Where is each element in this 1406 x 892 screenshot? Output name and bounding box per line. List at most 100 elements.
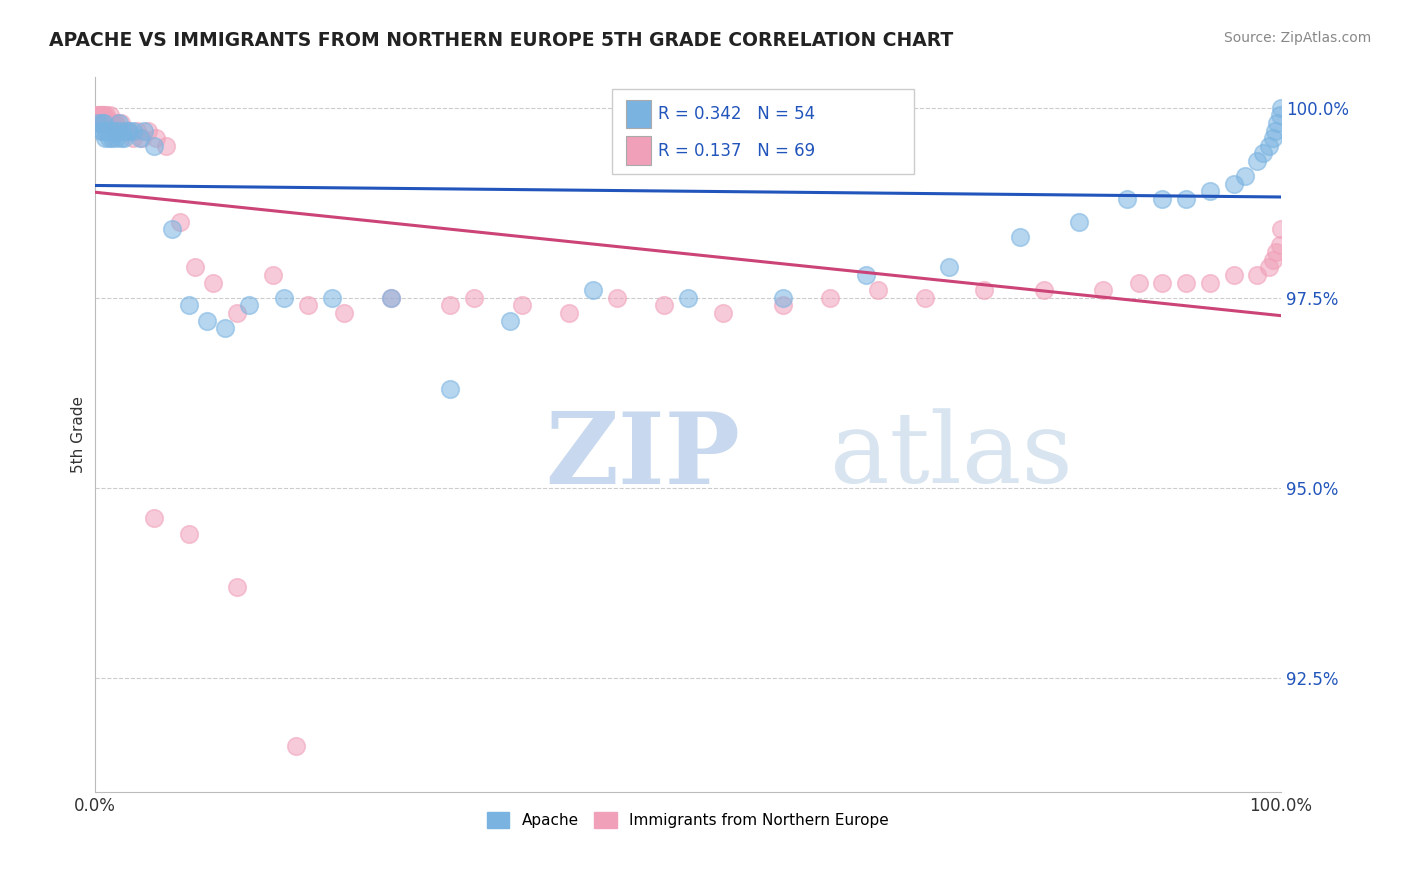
Point [1258,139,1281,153]
Point [855,268,877,282]
Point [103,116,125,130]
Point [184,260,207,275]
Point [1091,283,1114,297]
Point [134,123,156,137]
Point [1265,245,1288,260]
Point [1128,276,1150,290]
Point [97,116,120,130]
Point [112,131,135,145]
Point [866,283,889,297]
Point [1234,169,1257,184]
Legend: Apache, Immigrants from Northern Europe: Apache, Immigrants from Northern Europe [481,806,896,834]
Point [128,131,150,145]
Point [332,306,354,320]
Point [1261,252,1284,267]
Point [142,511,165,525]
Point [142,139,165,153]
Point [711,306,734,320]
Point [1008,230,1031,244]
Point [91,116,114,130]
Point [104,131,127,145]
Point [105,123,128,137]
Point [297,298,319,312]
Text: R = 0.137   N = 69: R = 0.137 N = 69 [658,142,815,160]
Point [87,116,110,130]
Point [1115,192,1137,206]
Point [606,291,628,305]
Point [101,116,124,130]
Point [98,123,121,137]
Point [1152,276,1174,290]
Point [1069,215,1091,229]
Point [131,131,153,145]
Point [1198,185,1220,199]
Point [136,123,159,137]
Point [87,108,110,122]
Point [89,108,111,122]
Point [582,283,605,297]
Point [103,123,125,137]
Point [94,131,117,145]
Point [214,321,236,335]
Text: atlas: atlas [830,409,1073,504]
Point [499,314,522,328]
Point [96,123,118,137]
Point [238,298,260,312]
Point [111,123,134,137]
Point [439,382,461,396]
Point [1261,131,1284,145]
Point [1258,260,1281,275]
Point [273,291,295,305]
Point [98,108,121,122]
Point [94,116,117,130]
Point [1198,276,1220,290]
Point [121,131,143,145]
Point [145,131,167,145]
Point [1032,283,1054,297]
Point [558,306,581,320]
Point [226,306,249,320]
Point [1264,123,1286,137]
Point [1246,268,1268,282]
Point [285,739,308,754]
Point [100,116,122,130]
Point [97,131,120,145]
Point [97,116,120,130]
Text: R = 0.342   N = 54: R = 0.342 N = 54 [658,105,815,123]
Point [107,123,129,137]
Point [380,291,402,305]
Point [118,123,141,137]
Point [1268,237,1291,252]
Point [91,123,114,137]
Point [127,123,149,137]
Y-axis label: 5th Grade: 5th Grade [72,396,86,473]
Point [772,298,794,312]
Point [104,116,127,130]
Point [973,283,995,297]
Point [179,526,201,541]
Point [90,116,112,130]
Point [510,298,533,312]
Point [101,131,124,145]
Point [262,268,284,282]
Point [652,298,675,312]
Point [96,108,118,122]
Point [938,260,960,275]
Point [1270,222,1292,236]
Point [1267,116,1289,130]
Point [202,276,225,290]
Point [1270,101,1292,115]
Point [89,123,111,137]
Point [91,108,114,122]
Point [676,291,699,305]
Point [179,298,201,312]
Point [914,291,936,305]
Point [195,314,218,328]
Point [1222,268,1244,282]
Text: ZIP: ZIP [546,408,741,505]
Point [89,116,111,130]
Point [439,298,461,312]
Point [1152,192,1174,206]
Point [772,291,794,305]
Point [117,123,139,137]
